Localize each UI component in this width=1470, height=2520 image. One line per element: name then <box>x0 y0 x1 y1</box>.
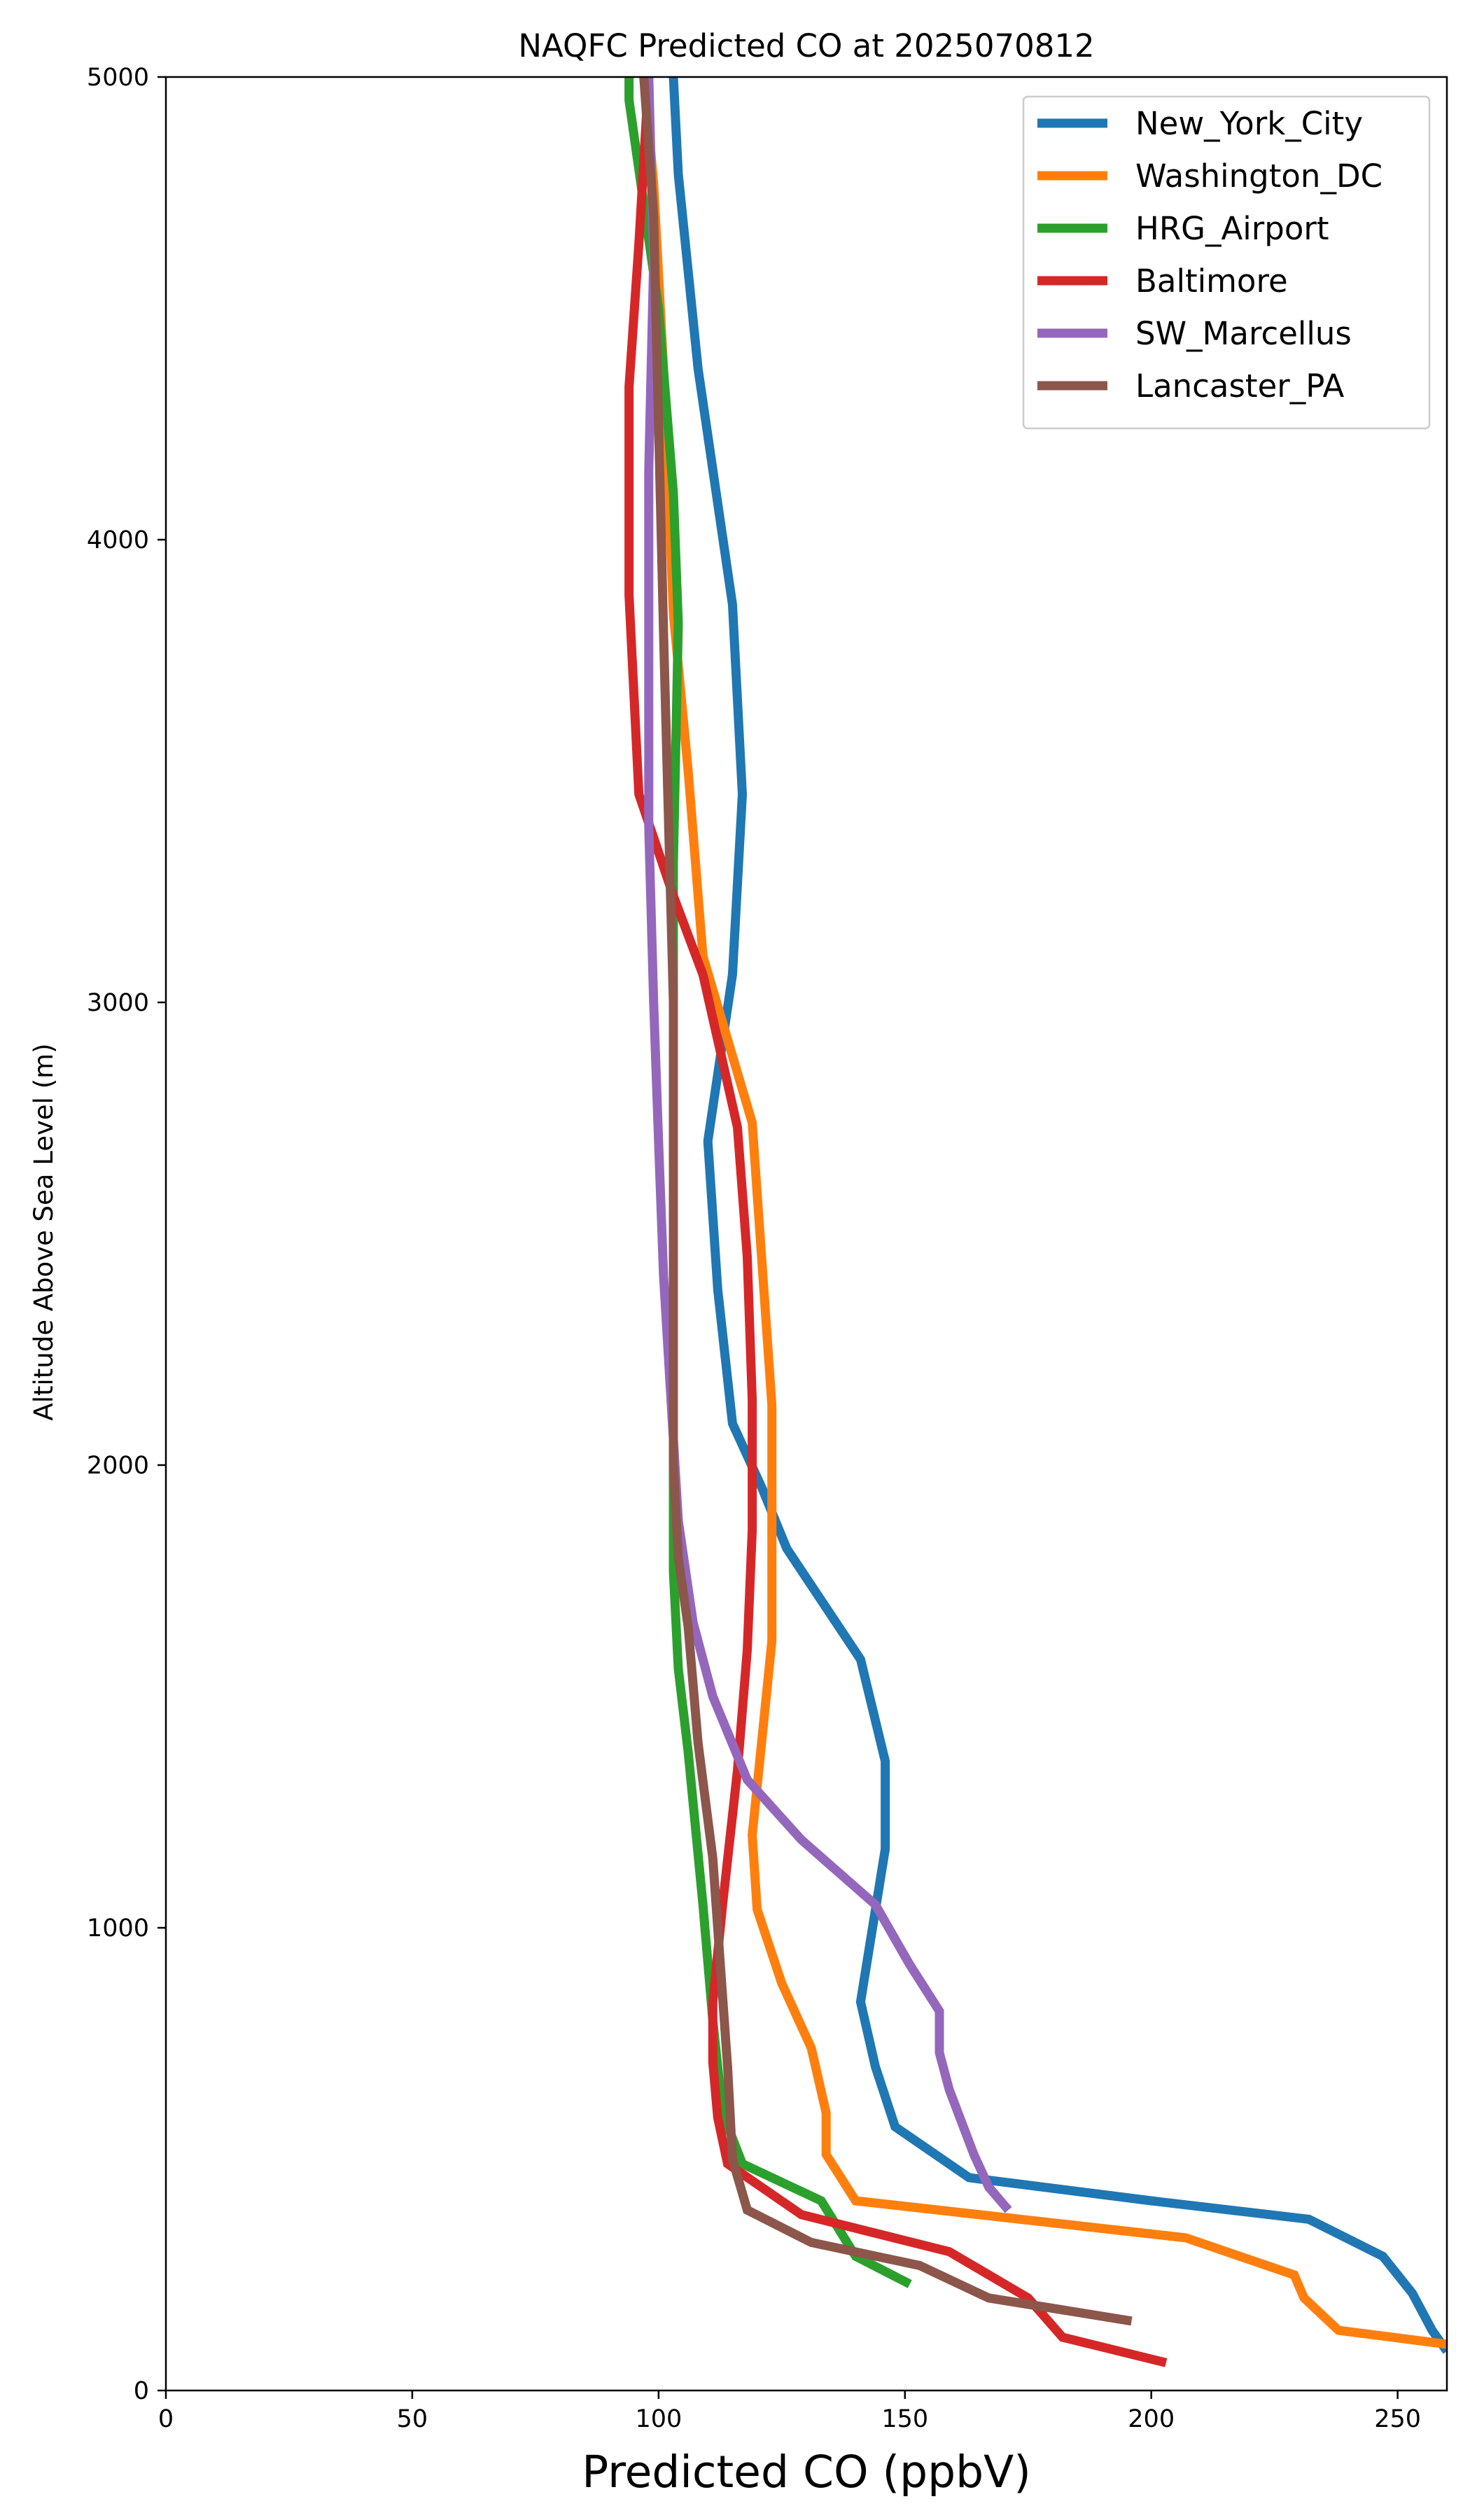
y-tick-label: 4000 <box>87 526 149 554</box>
y-tick-label: 5000 <box>87 64 149 92</box>
x-tick-label: 50 <box>397 2405 428 2433</box>
y-axis-label: Altitude Above Sea Level (m) <box>29 1043 59 1420</box>
legend-label: SW_Marcellus <box>1135 315 1352 352</box>
legend-label: Lancaster_PA <box>1135 368 1345 405</box>
chart-title: NAQFC Predicted CO at 2025070812 <box>518 27 1094 64</box>
series-line-baltimore <box>624 77 1168 2367</box>
y-tick-label: 2000 <box>87 1452 149 1480</box>
x-tick-label: 150 <box>881 2405 928 2433</box>
y-axis: 0 1000 2000 3000 4000 5000 <box>87 64 166 2405</box>
plot-frame <box>164 76 1448 2392</box>
y-tick-label: 1000 <box>87 1914 149 1942</box>
series-line-new-york-city <box>668 77 1447 2354</box>
x-tick-label: 200 <box>1128 2405 1175 2433</box>
x-tick-label: 250 <box>1374 2405 1421 2433</box>
series-layer <box>624 77 1447 2367</box>
legend-label: HRG_Airport <box>1135 210 1329 247</box>
legend-label: New_York_City <box>1135 105 1363 142</box>
legend-label: Washington_DC <box>1135 158 1382 195</box>
legend-box <box>1022 95 1431 430</box>
series-line-lancaster-pa <box>639 77 1133 2326</box>
legend-label: Baltimore <box>1135 262 1288 300</box>
series-line-sw-marcellus <box>644 77 1012 2213</box>
y-tick-label: 3000 <box>87 989 149 1017</box>
y-tick-label: 0 <box>134 2377 149 2405</box>
x-axis: 0 50 100 150 200 250 <box>158 2390 1421 2433</box>
x-tick-label: 100 <box>635 2405 682 2433</box>
legend: New_York_City Washington_DC HRG_Airport Bal… <box>1022 95 1431 430</box>
x-tick-label: 0 <box>158 2405 174 2433</box>
x-axis-label: Predicted CO (ppbV) <box>582 2446 1031 2498</box>
